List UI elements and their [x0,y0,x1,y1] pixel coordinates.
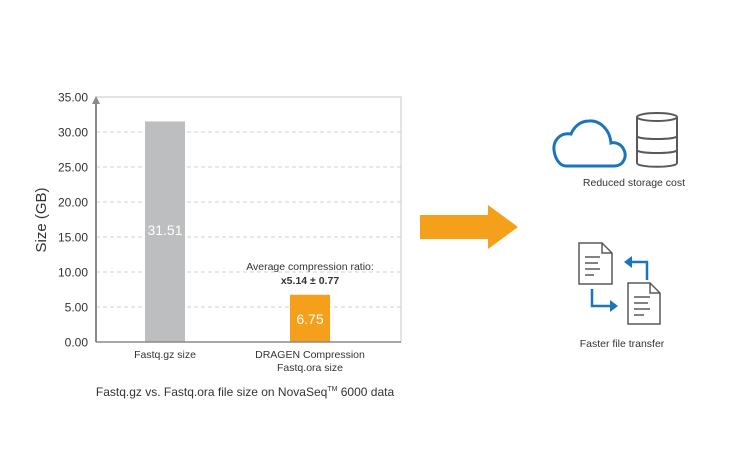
y-tick-label: 5.00 [65,301,89,315]
bar-data-label: 31.51 [147,222,182,238]
y-tick-label: 35.00 [58,91,88,105]
y-tick-label: 30.00 [58,126,88,140]
annotation-line2: x5.14 ± 0.77 [281,275,339,287]
x-tick-label: Fastq.gz size [134,349,196,361]
caption-end: 6000 data [337,385,394,399]
y-axis-label: Size (GB) [33,187,50,252]
annotation-line1: Average compression ratio: [246,261,374,273]
caption-main: Fastq.gz vs. Fastq.ora file size on Nova… [96,385,327,399]
y-tick-label: 0.00 [65,336,89,350]
x-tick-label: DRAGEN Compression [255,349,365,361]
chart-caption: Fastq.gz vs. Fastq.ora file size on Nova… [96,385,395,399]
cloud-icon [552,119,627,168]
document-icon [627,282,661,325]
y-tick-label: 10.00 [58,266,88,280]
plot-frame [95,96,402,343]
benefit-label-storage: Reduced storage cost [583,177,685,189]
y-tick-label: 20.00 [58,196,88,210]
document-icon [578,242,613,285]
bar [290,294,330,342]
bar [145,121,185,343]
y-tick-label: 15.00 [58,231,88,245]
orange-arrow-icon [420,205,518,249]
y-tick-label: 25.00 [58,161,88,175]
database-icon [636,112,678,168]
bar-data-label: 6.75 [296,311,323,327]
transfer-arrows-icon [590,256,649,312]
y-axis-arrowhead [92,96,100,104]
x-tick-label: Fastq.ora size [277,362,343,374]
caption-tm: TM [327,386,337,393]
benefit-label-transfer: Faster file transfer [580,338,665,350]
